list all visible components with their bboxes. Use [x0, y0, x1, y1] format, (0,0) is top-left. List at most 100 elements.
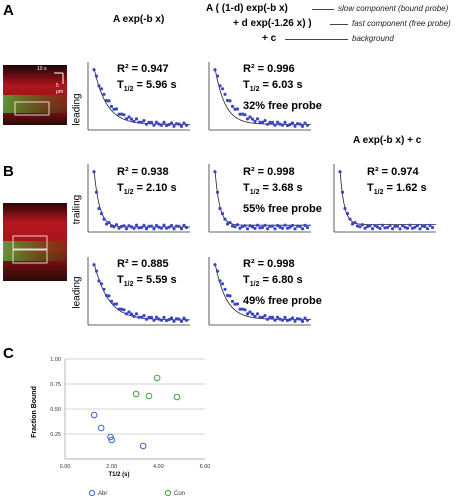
data-point: [117, 226, 121, 230]
data-point: [107, 99, 111, 103]
data-point: [147, 315, 151, 319]
data-point: [94, 190, 99, 194]
data-point: [109, 299, 114, 303]
data-point: [248, 224, 252, 228]
free-probe-value: 55% free probe: [243, 203, 322, 216]
data-point: [169, 316, 174, 320]
data-point: [283, 223, 287, 227]
data-point: [235, 302, 240, 306]
data-point: [172, 319, 176, 323]
data-point: [149, 224, 154, 228]
data-point: [425, 227, 430, 231]
panel-label-b: B: [3, 163, 14, 180]
data-point: [152, 227, 156, 231]
x-tick-label: 4.00: [153, 464, 164, 470]
x-tick-labels: 0.00 2.00 4.00 6.00: [60, 464, 211, 470]
data-point: [240, 112, 245, 116]
data-point: [283, 120, 287, 124]
data-point: [295, 122, 300, 126]
data-point: [220, 282, 225, 286]
half-life-value: T1/2 = 2.10 s: [117, 182, 177, 197]
data-point: [177, 317, 181, 321]
r2-value: R² = 0.998: [243, 166, 295, 178]
data-point: [179, 319, 184, 323]
data-point: [293, 124, 297, 128]
data-point: [363, 226, 367, 230]
data-point: [288, 123, 292, 127]
header-single-exp: A exp(-b x): [113, 14, 165, 25]
data-point: [288, 225, 292, 229]
data-point: [258, 226, 262, 230]
microscopy-image-b: [3, 203, 67, 281]
data-point: [355, 224, 360, 228]
data-point: [263, 223, 267, 227]
data-point: [388, 223, 392, 227]
data-point: [305, 225, 310, 230]
data-point: [132, 119, 136, 123]
stats-a-single: R² = 0.947 T1/2 = 5.96 s: [117, 61, 177, 98]
scatter-point-abr: [108, 436, 115, 444]
slow-note-rule: [312, 9, 334, 10]
half-life-value: T1/2 = 6.03 s: [243, 79, 303, 94]
data-point: [152, 318, 156, 322]
data-point: [295, 317, 300, 321]
free-probe-value: 32% free probe: [243, 100, 322, 113]
row-label-a: leading: [71, 93, 83, 126]
data-point: [99, 87, 104, 91]
data-point: [300, 124, 305, 128]
data-point: [142, 223, 146, 227]
r2-value: R² = 0.885: [117, 258, 169, 270]
data-point: [215, 74, 220, 78]
data-point: [235, 107, 240, 111]
data-point: [162, 223, 166, 227]
data-point: [169, 223, 174, 228]
data-point: [255, 312, 260, 316]
data-point: [430, 225, 435, 230]
space-scale-label: 5 μm: [56, 83, 64, 95]
data-point: [142, 314, 146, 318]
data-point: [122, 224, 126, 228]
data-point: [174, 317, 179, 321]
data-point: [94, 74, 99, 78]
data-point: [112, 107, 116, 111]
data-point: [147, 120, 151, 124]
data-point: [278, 225, 282, 229]
data-point: [298, 122, 302, 126]
data-point: [102, 217, 106, 221]
stats-b2-two: R² = 0.998 T1/2 = 6.80 s 49% free probe: [243, 256, 322, 309]
data-point: [137, 226, 141, 230]
data-point: [338, 170, 342, 174]
data-point: [288, 318, 292, 322]
data-point: [184, 318, 189, 322]
data-point: [278, 122, 282, 126]
data-point: [112, 302, 116, 306]
data-point: [117, 112, 121, 116]
data-point: [360, 223, 365, 227]
data-point: [260, 315, 265, 319]
x-tick-label: 2.00: [106, 464, 117, 470]
data-point: [182, 316, 186, 320]
data-point: [172, 124, 176, 128]
data-point: [235, 223, 240, 227]
data-point: [253, 226, 257, 230]
data-point: [265, 122, 270, 126]
data-point: [298, 317, 302, 321]
data-point: [285, 123, 290, 128]
time-scale-label: 10 s: [37, 66, 47, 72]
scatter-points: [90, 374, 181, 450]
data-point: [260, 120, 265, 124]
half-life-value: T1/2 = 3.68 s: [243, 182, 303, 197]
data-point: [102, 92, 106, 96]
data-point: [122, 113, 126, 117]
data-point: [240, 224, 245, 229]
fast-note-rule: [330, 24, 348, 25]
y-tick-label: 0.75: [50, 382, 61, 388]
data-point: [159, 123, 164, 127]
data-point: [218, 84, 222, 88]
data-point: [285, 318, 290, 323]
data-point: [157, 317, 161, 321]
data-point: [147, 224, 151, 228]
y-axis-label: Fraction Bound: [31, 386, 38, 438]
data-point: [350, 222, 355, 226]
scatter-point-abr: [139, 442, 147, 450]
